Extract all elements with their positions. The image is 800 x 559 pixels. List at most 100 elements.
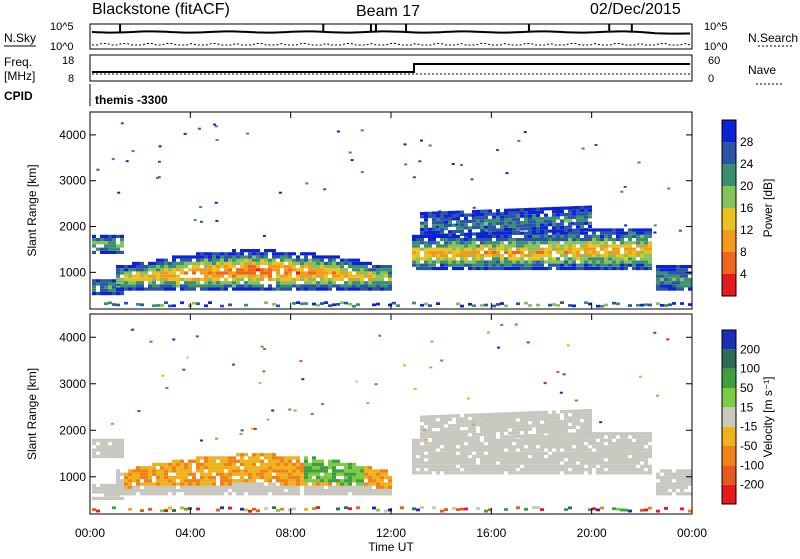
- power-cell: [552, 229, 556, 233]
- velocity-cell: [232, 363, 235, 366]
- power-cell: [232, 252, 236, 256]
- power-cell: [368, 268, 372, 272]
- velocity-cell: [480, 448, 484, 452]
- power-cell: [448, 250, 452, 254]
- power-cell: [204, 268, 208, 272]
- power-cell: [636, 303, 640, 307]
- power-cell: [452, 250, 456, 254]
- power-cell: [156, 177, 159, 179]
- velocity-cell: [600, 458, 604, 462]
- power-cell: [680, 287, 684, 291]
- power-cell: [544, 229, 548, 233]
- colorbar-segment: [722, 208, 736, 230]
- power-cell: [460, 238, 464, 242]
- velocity-cell: [564, 454, 568, 459]
- power-cell: [592, 247, 596, 251]
- power-cell: [460, 210, 464, 214]
- velocity-cell: [504, 418, 508, 422]
- velocity-cell: [460, 423, 464, 427]
- power-cell: [420, 228, 424, 232]
- velocity-cell: [576, 412, 580, 416]
- power-cell: [516, 247, 520, 251]
- velocity-cell: [672, 482, 676, 486]
- velocity-data-cells: [92, 323, 692, 513]
- power-cell: [403, 143, 407, 146]
- power-cell: [528, 211, 532, 215]
- velocity-cell: [488, 451, 492, 455]
- power-cell: [456, 238, 460, 242]
- velocity-cell: [672, 488, 676, 493]
- velocity-cell: [520, 421, 524, 425]
- velocity-cell: [608, 458, 612, 462]
- power-cell: [232, 265, 236, 269]
- nsky-left-tick-high: 10^5: [50, 21, 74, 33]
- velocity-cell: [432, 415, 436, 419]
- velocity-cell: [112, 441, 116, 446]
- power-cell: [416, 263, 420, 267]
- power-cell: [480, 225, 484, 229]
- velocity-cell: [128, 488, 132, 493]
- power-cell: [596, 241, 600, 245]
- velocity-cell: [268, 482, 272, 486]
- velocity-cell: [488, 448, 492, 452]
- velocity-cell: [292, 492, 296, 496]
- velocity-cell: [180, 482, 184, 486]
- power-cell: [148, 268, 152, 272]
- velocity-cell: [628, 471, 632, 475]
- power-cell: [612, 254, 616, 258]
- velocity-cell: [196, 507, 200, 511]
- velocity-cell: [240, 488, 244, 493]
- velocity-cell: [116, 448, 120, 452]
- power-cell: [512, 221, 516, 225]
- power-cell: [616, 257, 620, 261]
- velocity-cell: [500, 458, 504, 462]
- velocity-cell: [304, 462, 308, 467]
- velocity-cell: [444, 458, 448, 462]
- velocity-cell: [128, 492, 132, 496]
- velocity-cell: [476, 454, 480, 459]
- velocity-cell: [252, 456, 256, 460]
- velocity-cell: [572, 435, 576, 439]
- velocity-cell: [512, 464, 516, 468]
- power-cell: [512, 241, 516, 245]
- velocity-cell: [500, 422, 504, 426]
- velocity-cell: [440, 437, 444, 441]
- power-cell: [492, 250, 496, 254]
- velocity-cell: [320, 482, 324, 486]
- power-cell: [480, 232, 484, 236]
- power-cell: [340, 284, 344, 288]
- power-cell: [144, 268, 148, 272]
- velocity-cell: [456, 438, 460, 442]
- power-cell: [192, 301, 196, 305]
- power-cell: [108, 250, 112, 254]
- velocity-cell: [272, 462, 276, 467]
- velocity-cell: [580, 415, 584, 420]
- power-cell: [460, 244, 464, 248]
- velocity-cell: [540, 468, 544, 472]
- power-cell: [214, 125, 218, 128]
- power-cell: [448, 230, 452, 234]
- velocity-cell: [568, 409, 572, 413]
- power-cell: [183, 132, 187, 135]
- velocity-cell: [448, 430, 452, 434]
- velocity-cell: [544, 458, 548, 462]
- velocity-cell: [100, 483, 104, 488]
- power-cell: [648, 260, 652, 264]
- power-cell: [316, 258, 320, 262]
- power-cell: [388, 274, 392, 278]
- velocity-cell: [632, 454, 636, 459]
- cpid-panel: CPID themis -3300: [4, 84, 168, 107]
- velocity-cell: [416, 508, 420, 512]
- velocity-cell: [576, 454, 580, 459]
- power-cell: [476, 216, 480, 220]
- power-cell: [512, 263, 516, 267]
- velocity-cell: [460, 458, 464, 462]
- nsearch-trace: [92, 42, 691, 46]
- velocity-cell: [144, 479, 148, 483]
- velocity-cell: [136, 485, 140, 489]
- power-cell: [208, 252, 212, 256]
- power-cell: [444, 217, 448, 221]
- velocity-cell: [552, 429, 556, 434]
- power-cell: [536, 230, 540, 234]
- power-cell: [252, 255, 256, 259]
